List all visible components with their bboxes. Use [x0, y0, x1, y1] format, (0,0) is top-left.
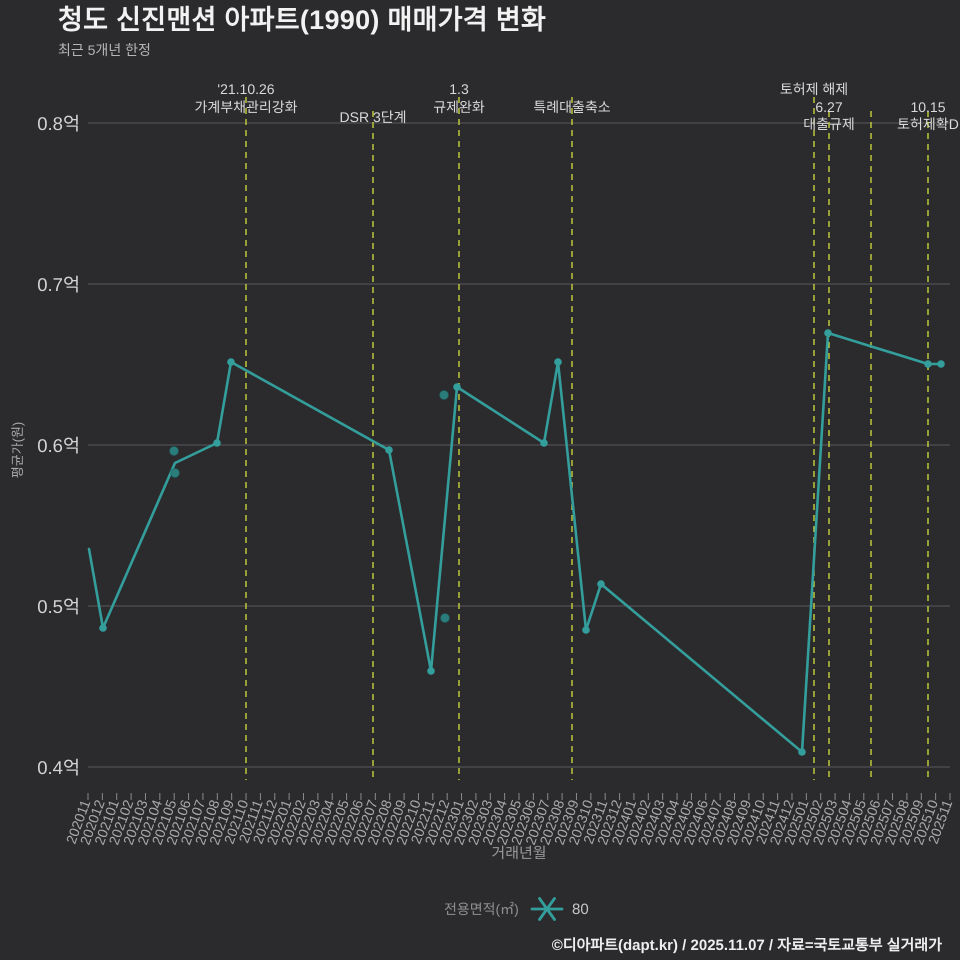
svg-text:DSR 3단계: DSR 3단계 [340, 109, 407, 125]
svg-text:80: 80 [572, 901, 589, 918]
svg-text:0.7억: 0.7억 [37, 274, 80, 295]
svg-text:'21.10.26: '21.10.26 [217, 81, 274, 97]
svg-text:규제완화: 규제완화 [433, 99, 485, 115]
svg-text:©디아파트(dapt.kr) / 2025.11.07 /: ©디아파트(dapt.kr) / 2025.11.07 / 자료=국토교통부 실… [552, 937, 942, 954]
svg-text:6.27: 6.27 [815, 99, 842, 115]
svg-text:평균가(원): 평균가(원) [10, 422, 25, 479]
svg-text:대출규제: 대출규제 [803, 116, 855, 132]
svg-text:0.6억: 0.6억 [37, 435, 80, 456]
svg-text:10.15: 10.15 [910, 99, 945, 115]
svg-text:전용면적(㎡): 전용면적(㎡) [444, 901, 519, 917]
svg-text:가계부채관리강화: 가계부채관리강화 [194, 99, 297, 115]
svg-text:토허제 해제: 토허제 해제 [780, 81, 848, 97]
svg-text:특례대출축소: 특례대출축소 [533, 99, 610, 115]
svg-text:1.3: 1.3 [449, 81, 469, 97]
svg-text:0.5억: 0.5억 [37, 596, 80, 617]
svg-text:거래년월: 거래년월 [491, 845, 546, 862]
svg-text:0.8억: 0.8억 [37, 113, 80, 134]
svg-text:토허제확D: 토허제확D [897, 116, 959, 132]
svg-text:0.4억: 0.4억 [37, 757, 80, 778]
